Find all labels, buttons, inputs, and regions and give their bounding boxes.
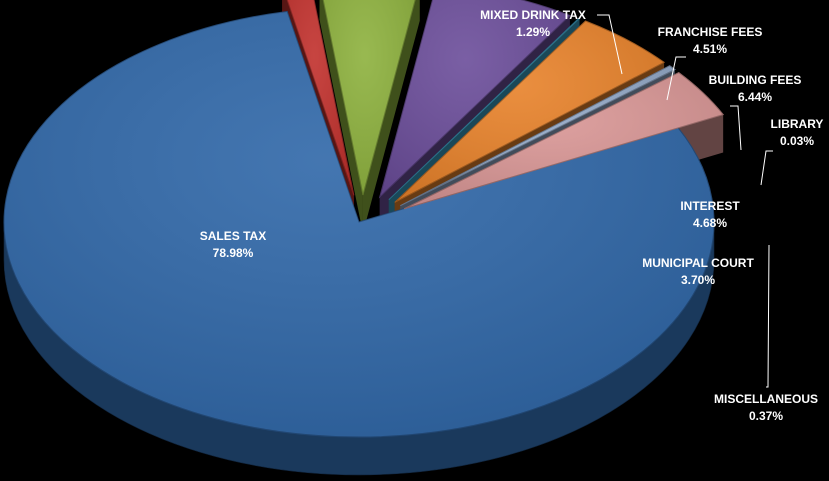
pie-slices [3,0,725,438]
slice-side-franchise-fees-edge [319,0,363,234]
label-building-fees-percent: 6.44% [738,90,772,104]
label-mixed-drink-tax-name: MIXED DRINK TAX [480,8,586,22]
label-sales-tax-percent: 78.98% [213,246,254,260]
slice-franchise-fees-shade [323,0,416,196]
label-franchise-fees-leader-line [666,56,686,101]
slice-side-franchise-fees-edge [362,0,420,234]
label-municipal-court-percent: 3.70% [681,273,715,287]
label-mixed-drink-tax-leader-line [597,14,623,75]
label-miscellaneous-leader-line [766,244,770,388]
label-library-leader-line [760,150,773,186]
label-library-percent: 0.03% [780,134,814,148]
label-interest-percent: 4.68% [693,216,727,230]
label-library-name: LIBRARY [771,117,824,131]
slice-miscellaneous-shade [400,65,675,206]
label-building-fees-name: BUILDING FEES [709,73,802,87]
slice-interest-shade [394,21,665,203]
label-mixed-drink-tax-percent: 1.29% [516,25,550,39]
slice-building-fees-shade [379,0,570,197]
slice-municipal-court-shade [404,72,724,209]
label-leader-lines [597,14,773,388]
label-miscellaneous-percent: 0.37% [749,409,783,423]
slice-labels: SALES TAX 78.98% MIXED DRINK TAX 1.29% FRANC… [200,8,824,423]
label-franchise-fees-percent: 4.51% [693,42,727,56]
label-interest-name: INTEREST [680,199,740,213]
slice-sales-tax-shade [3,11,714,438]
label-sales-tax-name: SALES TAX [200,229,266,243]
slice-mixed-drink-tax-shade [287,0,354,196]
slice-library-shade [388,18,580,200]
label-building-fees-leader-line [730,105,742,151]
label-miscellaneous-name: MISCELLANEOUS [714,392,818,406]
label-municipal-court-name: MUNICIPAL COURT [642,256,754,270]
label-franchise-fees-name: FRANCHISE FEES [658,25,763,39]
